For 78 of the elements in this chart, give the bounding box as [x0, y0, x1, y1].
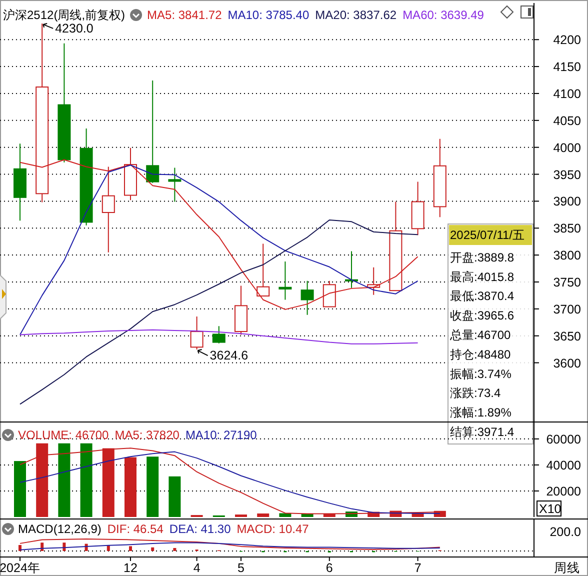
text: MA20: 3837.62	[315, 8, 397, 22]
text: MA10: 3785.40	[228, 8, 310, 22]
annotation: 4230.0	[55, 21, 94, 36]
y-tick-label: 4050	[553, 114, 582, 128]
y-tick-label: 60000	[546, 432, 582, 446]
line-series	[20, 220, 418, 405]
candlestick	[433, 138, 446, 218]
bar	[257, 513, 270, 517]
bar	[129, 546, 132, 551]
candlestick	[389, 201, 402, 292]
annotation: 总量:46700	[449, 328, 512, 342]
annotation: 涨跌:73.4	[450, 386, 502, 400]
annotation: 2025/07/11/五	[450, 228, 525, 242]
bar	[80, 443, 92, 517]
x-tick-label: 12	[124, 561, 138, 575]
candlestick	[146, 80, 160, 184]
annotation: 收盘:3965.6	[450, 308, 514, 323]
bar	[173, 548, 176, 551]
x-tick-label: 2024年	[0, 561, 40, 575]
series-label: MA5: 37820	[114, 428, 180, 442]
chart-title: MACD(12,26,9)	[18, 522, 102, 536]
series-label: MA10: 27190	[185, 428, 258, 442]
annotation: 振幅:3.74%	[450, 366, 512, 381]
candlestick	[168, 167, 182, 202]
y-tick-label: 3650	[553, 329, 582, 344]
annotation: 开盘:3889.8	[450, 250, 514, 264]
x-tick-label: 5	[238, 561, 245, 575]
candlestick	[212, 326, 226, 344]
bar	[151, 547, 154, 551]
y-tick-label: 3600	[553, 356, 582, 370]
annotation: 3624.6	[210, 348, 248, 363]
y-tick-label: 4000	[553, 140, 582, 155]
bar	[146, 456, 159, 517]
bar	[58, 443, 70, 517]
candlestick	[234, 285, 248, 336]
y-tick-label: 40000	[546, 458, 582, 472]
annotation: 最低:3870.4	[450, 289, 514, 304]
y-tick-label: 3950	[553, 168, 582, 182]
candlestick	[411, 181, 424, 236]
y-tick-label: 3700	[553, 302, 582, 316]
annotation: 结算:3971.4	[450, 425, 514, 439]
text: 200.0	[550, 525, 582, 539]
text: X10	[539, 502, 562, 516]
candlestick	[102, 166, 115, 253]
text: 周线	[554, 561, 580, 575]
x-tick-label: 7	[414, 561, 422, 575]
line-series	[20, 164, 418, 336]
annotation: 持仓:48480	[450, 347, 512, 362]
bar	[124, 457, 136, 517]
candlestick	[190, 316, 204, 350]
candlestick	[14, 143, 26, 222]
bar	[168, 476, 181, 517]
text: MA60: 3639.49	[402, 8, 484, 22]
annotation: 涨幅:1.89%	[450, 406, 512, 420]
y-tick-label: 4150	[553, 60, 582, 74]
annotation: 最高:4015.8	[450, 270, 514, 284]
text: MACD: 10.47	[236, 522, 310, 536]
y-tick-label: 3750	[553, 275, 582, 290]
series-label: DEA: 41.30	[169, 522, 232, 536]
y-tick-label: 20000	[546, 484, 582, 498]
candlestick	[80, 128, 93, 226]
series-label: VOLUME: 46700	[18, 428, 110, 442]
candlestick	[278, 261, 292, 300]
x-tick-label: 6	[326, 561, 333, 575]
bar	[279, 513, 292, 517]
text: 沪深2512(周线,前复权)	[3, 8, 126, 22]
x-tick-label: 4	[193, 561, 200, 575]
text: MA5: 3841.72	[147, 8, 222, 22]
y-tick-label: 3800	[553, 248, 582, 263]
bar	[14, 461, 26, 517]
candlestick	[256, 243, 270, 296]
candlestick	[300, 280, 314, 316]
y-tick-label: 3850	[553, 222, 582, 236]
y-tick-label: 3900	[553, 194, 582, 209]
y-tick-label: 4200	[553, 33, 582, 48]
series-label: DIF: 46.54	[107, 522, 164, 536]
y-tick-label: 4100	[553, 86, 582, 101]
candlestick	[58, 42, 71, 163]
